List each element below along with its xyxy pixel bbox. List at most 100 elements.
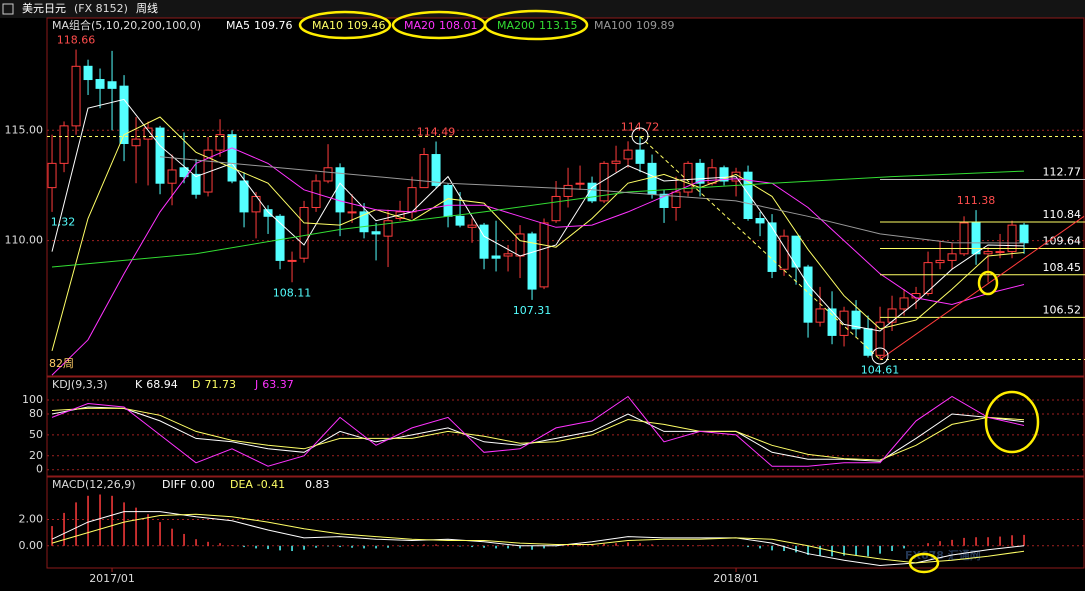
candle-body	[947, 253, 957, 261]
legend-name: MA5	[226, 19, 250, 32]
symbol: 美元日元	[22, 2, 66, 15]
level-label: 108.45	[1043, 261, 1082, 274]
legend-item: MA20 108.01	[404, 19, 478, 32]
highlight-oval	[908, 552, 940, 574]
indicator-line	[51, 407, 1025, 461]
candle-body	[671, 191, 681, 208]
price-annotation: 111.38	[957, 194, 996, 207]
legend-value: 0.00	[190, 478, 215, 491]
candle-body	[299, 206, 309, 259]
candle-body	[143, 127, 153, 140]
candle-body	[59, 125, 69, 164]
candle-body	[1019, 224, 1029, 244]
candle-body	[107, 81, 117, 89]
candle-body	[875, 321, 885, 356]
legend-name: MA200	[497, 19, 535, 32]
candle-body	[383, 220, 393, 237]
indicator-name: KDJ(9,3,3)	[52, 378, 108, 391]
highlight-circle	[871, 347, 889, 365]
candle-body	[827, 308, 837, 336]
candle-body	[935, 259, 945, 264]
candle-body	[959, 222, 969, 255]
indicator-line	[51, 513, 1025, 564]
candle-body	[1007, 224, 1017, 253]
title-bar	[0, 0, 1085, 18]
candle-body	[659, 193, 669, 208]
candle-body	[167, 169, 177, 184]
candle-body	[119, 85, 129, 145]
legend-item: MA5 109.76	[226, 19, 293, 32]
legend-item: MA10 109.46	[312, 19, 386, 32]
symbol-code: (FX 8152)	[74, 2, 128, 15]
candle-body	[803, 266, 813, 323]
legend-value: 71.73	[204, 378, 236, 391]
legend-item: MA200 113.15	[497, 19, 578, 32]
candle-body	[71, 65, 81, 127]
candle-body	[695, 162, 705, 184]
legend-item: DIFF 0.00	[162, 478, 215, 491]
candle-body	[491, 255, 501, 259]
legend-name: J	[254, 378, 258, 391]
indicator-line	[51, 147, 1025, 376]
candle-body	[563, 184, 573, 197]
trend-line	[879, 215, 1085, 360]
x-tick-label: 2017/01	[89, 572, 135, 585]
legend-name: MA20	[404, 19, 435, 32]
candle-body	[971, 222, 981, 255]
candle-body	[239, 180, 249, 213]
price-annotation: 108.11	[273, 286, 312, 299]
indicator-name: MA组合(5,10,20,200,100,0)	[52, 18, 201, 32]
candle-body	[683, 162, 693, 193]
highlight-oval	[977, 270, 999, 296]
candle-body	[263, 209, 273, 217]
legend-item: J 63.37	[254, 378, 294, 391]
highlight-oval	[298, 10, 392, 40]
legend-value: 109.46	[347, 19, 386, 32]
candle-body	[347, 211, 357, 214]
candle-body	[539, 222, 549, 288]
candle-body	[623, 149, 633, 160]
menu-icon	[2, 3, 14, 15]
legend-value: 63.37	[262, 378, 294, 391]
candle-body	[635, 149, 645, 164]
price-annotation: 107.31	[513, 304, 552, 317]
candle-body	[767, 222, 777, 272]
candle-body	[227, 134, 237, 182]
legend-name: D	[192, 378, 200, 391]
legend-item: D 71.73	[192, 378, 236, 391]
level-label: 112.77	[1043, 165, 1082, 178]
legend-value: 113.15	[539, 19, 578, 32]
highlight-marks	[298, 9, 1040, 574]
legend-item: K 68.94	[135, 378, 178, 391]
level-label: 109.64	[1043, 235, 1082, 248]
candle-body	[155, 127, 165, 184]
highlight-oval	[483, 9, 589, 41]
candle-body	[431, 154, 441, 186]
candle-body	[371, 231, 381, 235]
y-tick-label: 115.00	[5, 123, 44, 136]
y-tick-label: 100	[22, 393, 43, 406]
candle-body	[503, 253, 513, 257]
price-annotation: 1.32	[51, 215, 76, 228]
indicator-line	[51, 406, 1025, 462]
trend-line	[639, 136, 881, 360]
legend-value: 109.76	[254, 19, 293, 32]
legend-name: DEA	[230, 478, 253, 491]
indicator-line	[159, 156, 1025, 244]
legend-name: DIFF	[162, 478, 186, 491]
legend-value: 108.01	[439, 19, 478, 32]
candle-body	[527, 233, 537, 290]
candle-body	[551, 195, 561, 222]
legend-item: DEA -0.41	[230, 478, 285, 491]
candle-body	[455, 215, 465, 226]
candle-body	[719, 167, 729, 182]
candle-body	[611, 160, 621, 164]
y-tick-label: 0	[36, 463, 43, 476]
price-annotation: 104.61	[861, 363, 900, 376]
legend-value: -0.41	[257, 478, 285, 491]
legend-value: 68.94	[146, 378, 178, 391]
candle-body	[359, 211, 369, 233]
legend-value: 0.83	[305, 478, 330, 491]
candle-body	[587, 182, 597, 202]
